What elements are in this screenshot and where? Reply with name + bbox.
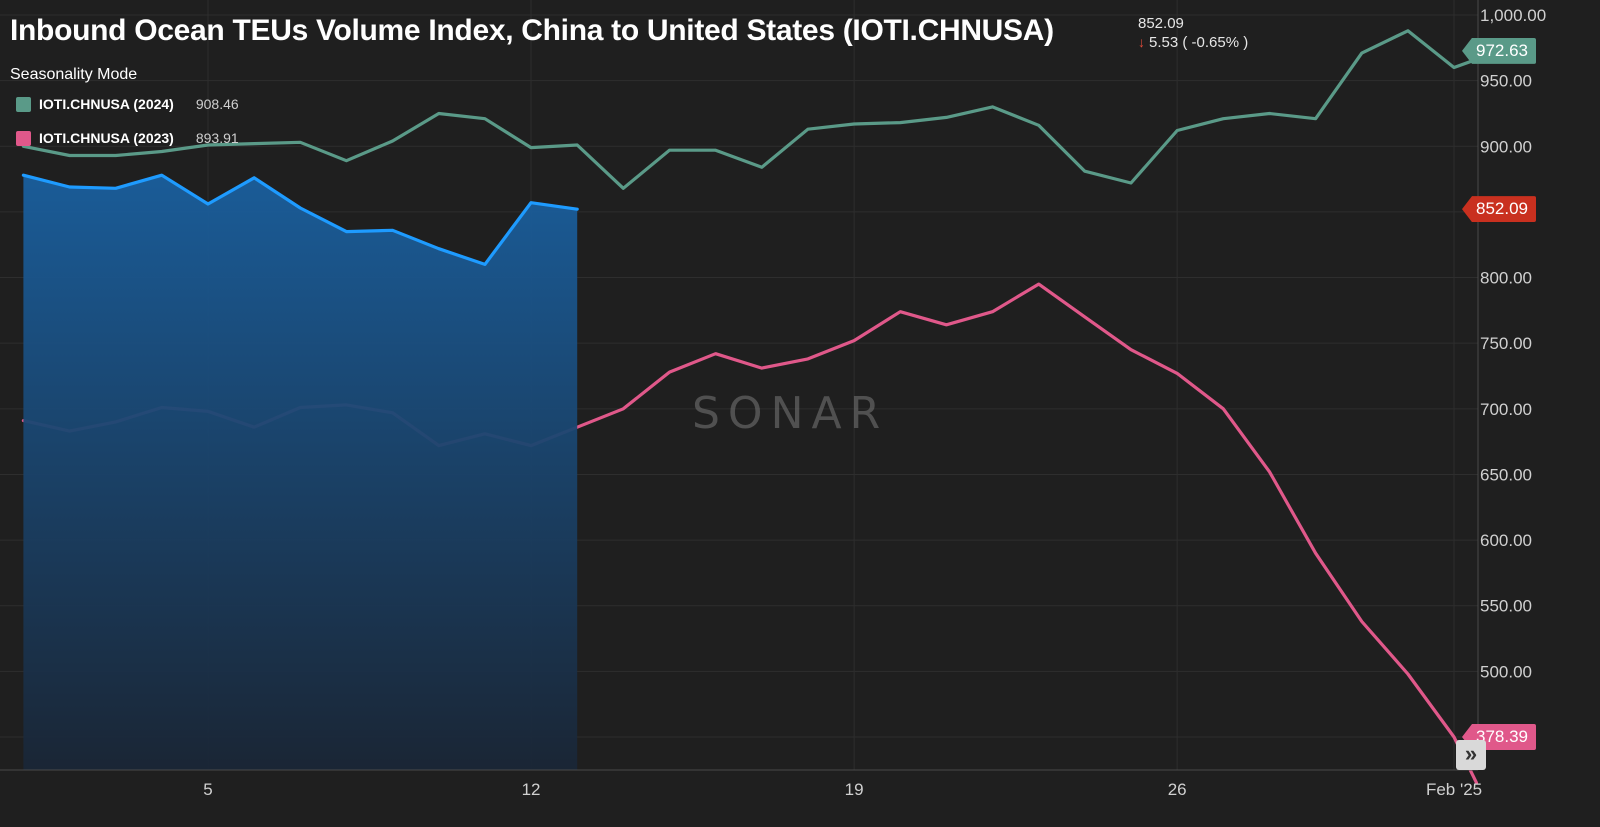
chart-title: Inbound Ocean TEUs Volume Index, China t… [10,14,1054,47]
x-tick-label: 19 [845,780,864,799]
price-tag-2023: 378.39 [1462,724,1536,750]
seasonality-mode-label: Seasonality Mode [10,66,138,83]
scroll-to-realtime-button[interactable]: » [1456,740,1486,770]
series-layer [21,29,1478,784]
x-tick-label: 26 [1168,780,1187,799]
y-tick-label: 500.00 [1480,662,1532,681]
legend-name: IOTI.CHNUSA (2024) [39,96,174,112]
y-tick-label: 1,000.00 [1480,6,1546,25]
y-tick-label: 700.00 [1480,400,1532,419]
y-tick-label: 800.00 [1480,269,1532,288]
x-tick-label: Feb '25 [1426,780,1482,799]
x-tick-label: 12 [522,780,541,799]
change-row: ↓ 5.53 ( -0.65% ) [1138,33,1248,52]
legend-swatch-2023 [16,130,31,146]
legend-value: 893.91 [195,130,239,146]
legend-value: 908.46 [195,96,239,112]
down-arrow-icon: ↓ [1138,34,1145,50]
x-tick-label: 5 [203,780,212,799]
y-tick-label: 750.00 [1480,334,1532,353]
series-line-2 [21,173,579,266]
y-tick-label: 900.00 [1480,137,1532,156]
change-value: 5.53 ( -0.65% ) [1149,34,1249,51]
last-value: 852.09 [1138,15,1184,32]
sonar-watermark: SONAR [692,388,889,439]
y-tick-label: 550.00 [1480,597,1532,616]
series-area-current [23,175,578,770]
price-tag-2024: 972.63 [1462,37,1536,64]
legend-item-2024[interactable]: IOTI.CHNUSA (2024) 908.46 [16,96,239,112]
legend-swatch-2024 [16,96,31,112]
y-tick-label: 600.00 [1480,531,1532,550]
series-line-0 [21,29,1478,190]
y-tick-label: 650.00 [1480,465,1532,484]
legend-name: IOTI.CHNUSA (2023) [39,130,174,146]
y-tick-label: 950.00 [1480,72,1532,91]
quote-box: 852.09 ↓ 5.53 ( -0.65% ) [1138,14,1248,52]
price-tag-current: 852.09 [1462,196,1536,223]
legend-item-2023[interactable]: IOTI.CHNUSA (2023) 893.91 [16,130,239,146]
